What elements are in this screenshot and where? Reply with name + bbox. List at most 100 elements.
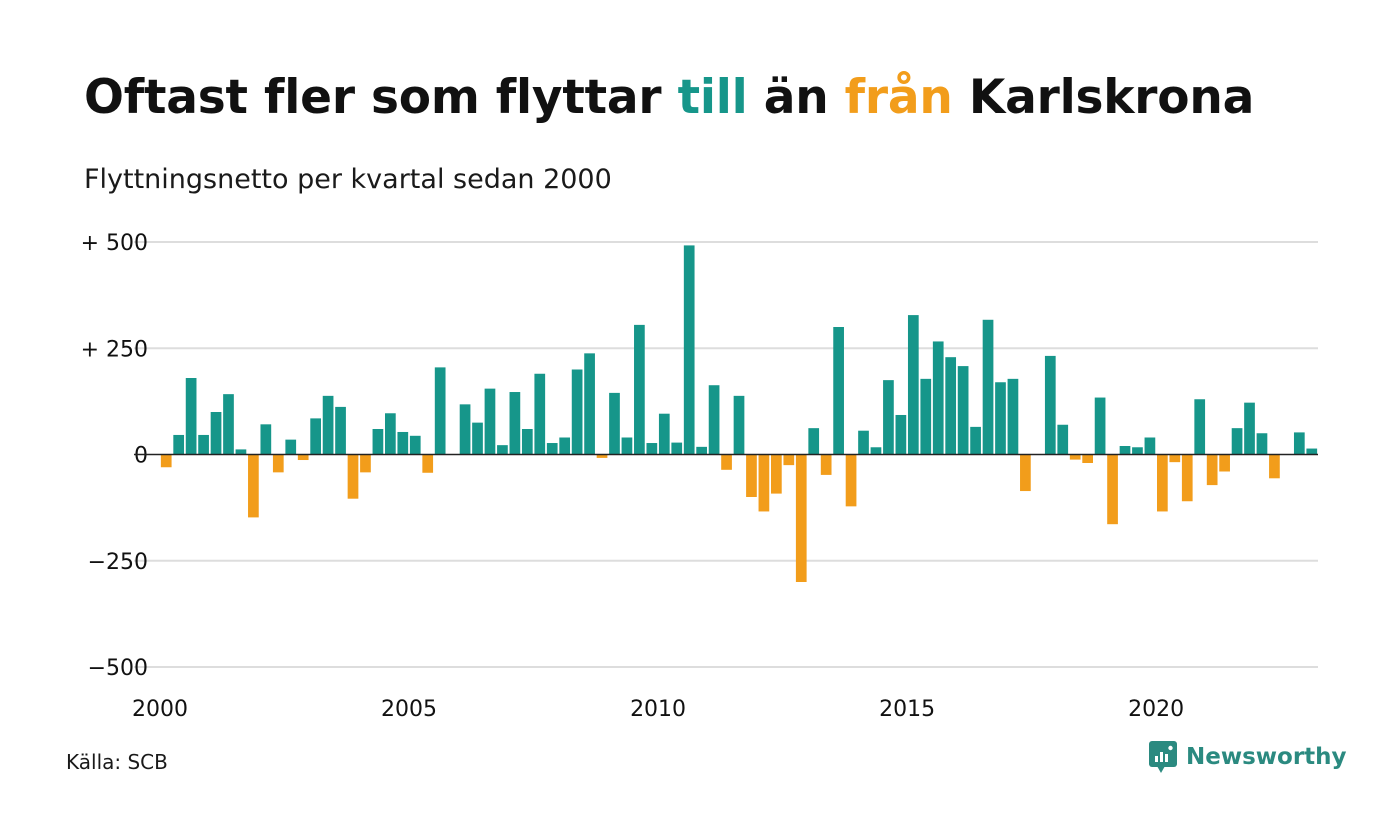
bar-2005-q2	[422, 454, 434, 473]
bar-2012-q4	[795, 454, 807, 582]
bar-2019-q1	[1107, 454, 1118, 525]
title-part-3: Karlskrona	[952, 70, 1255, 125]
chart-subtitle: Flyttningsnetto per kvartal sedan 2000	[84, 164, 612, 195]
bar-2023-q1	[1306, 448, 1318, 455]
bar-2022-q2	[1269, 454, 1280, 479]
y-tick-label: −250	[88, 550, 148, 575]
bar-2017-q4	[1044, 355, 1056, 455]
bar-2014-q4	[895, 414, 907, 455]
title-part-2: än	[747, 70, 845, 125]
newsworthy-logo-icon	[1149, 741, 1177, 773]
bar-2008-q4	[596, 454, 608, 458]
bar-2009-q2	[621, 437, 633, 455]
bar-2021-q2	[1219, 454, 1230, 472]
bar-2019-q2	[1119, 446, 1131, 455]
x-axis-tick-labels: 2000 2005 2010 2015 2020	[132, 697, 1184, 722]
bar-2016-q1	[957, 366, 969, 455]
y-axis-tick-labels: + 500 + 250 0 −250 −500	[81, 231, 148, 681]
bar-2021-q4	[1244, 402, 1255, 455]
bar-2002-q4	[297, 454, 309, 461]
bar-2021-q1	[1206, 454, 1218, 486]
bar-2006-q2	[472, 422, 483, 455]
bar-2019-q3	[1132, 447, 1143, 455]
bar-2016-q3	[982, 319, 994, 455]
bar-2017-q1	[1007, 378, 1019, 455]
x-tick-label: 2000	[132, 697, 188, 722]
bar-2014-q2	[870, 447, 882, 455]
bar-2015-q2	[920, 378, 932, 455]
source-note: Källa: SCB	[66, 750, 168, 774]
y-tick-label: 0	[134, 444, 148, 469]
bar-2011-q1	[708, 385, 720, 455]
bar-2011-q3	[733, 395, 745, 455]
bar-2001-q2	[223, 394, 234, 455]
x-tick-label: 2015	[879, 697, 935, 722]
bar-2018-q3	[1082, 454, 1093, 463]
bar-2020-q2	[1169, 454, 1181, 463]
bar-2020-q3	[1181, 454, 1193, 502]
bar-2010-q3	[683, 245, 695, 455]
title-highlight-fran: från	[844, 70, 953, 125]
bar-2000-q4	[198, 434, 209, 455]
bar-2005-q1	[409, 435, 421, 455]
bar-2018-q1	[1057, 424, 1069, 455]
bar-2002-q1	[260, 424, 272, 455]
bar-2008-q1	[559, 437, 571, 455]
bar-2020-q4	[1194, 399, 1206, 455]
y-tick-label: −500	[88, 656, 148, 681]
bar-2020-q1	[1157, 454, 1168, 512]
bar-2008-q2	[571, 369, 583, 455]
bar-2015-q3	[932, 341, 944, 455]
bar-2006-q4	[497, 445, 508, 455]
title-highlight-till: till	[677, 70, 748, 125]
bar-2022-q1	[1256, 433, 1268, 455]
bar-2000-q3	[185, 378, 197, 455]
bar-2008-q3	[584, 353, 595, 455]
bar-2004-q2	[372, 429, 384, 455]
bar-2014-q1	[858, 430, 869, 455]
y-tick-label: + 250	[81, 337, 148, 362]
bar-2002-q3	[285, 439, 297, 455]
bar-2004-q3	[385, 413, 396, 455]
bar-2002-q2	[272, 454, 284, 473]
bar-2021-q3	[1231, 428, 1243, 455]
bar-2016-q2	[970, 426, 981, 455]
bar-2003-q1	[310, 418, 321, 455]
x-tick-label: 2010	[630, 697, 686, 722]
bar-2007-q4	[546, 443, 558, 455]
bar-2007-q3	[534, 373, 546, 455]
bar-2016-q4	[995, 382, 1006, 455]
bar-2015-q4	[945, 357, 957, 455]
bar-2000-q2	[173, 434, 185, 455]
chart-title: Oftast fler som flyttar till än från Kar…	[84, 70, 1254, 125]
bar-2011-q2	[721, 454, 732, 470]
bar-2003-q3	[335, 406, 346, 455]
bar-2003-q2	[322, 395, 334, 455]
grid-lines	[134, 241, 1318, 668]
bar-2006-q1	[459, 404, 471, 455]
bar-2003-q4	[347, 454, 359, 499]
bar-2012-q1	[758, 454, 770, 512]
bar-2006-q3	[484, 388, 496, 455]
bar-2010-q1	[658, 413, 670, 455]
y-tick-label: + 500	[81, 231, 148, 256]
bars	[160, 245, 1318, 582]
title-part-1: Oftast fler som flyttar	[84, 70, 678, 125]
bar-2013-q2	[820, 454, 832, 475]
brand-logo: Newsworthy	[1148, 740, 1347, 774]
bar-2022-q4	[1293, 432, 1305, 455]
bar-2009-q3	[634, 324, 645, 455]
bar-2019-q4	[1144, 437, 1156, 455]
bar-2011-q4	[746, 454, 757, 497]
bar-2012-q2	[771, 454, 782, 494]
brand-name: Newsworthy	[1186, 744, 1347, 770]
bar-2007-q2	[521, 429, 533, 455]
bar-2015-q1	[907, 315, 919, 455]
bar-2007-q1	[509, 392, 521, 455]
bar-2013-q4	[845, 454, 857, 507]
bar-2013-q1	[808, 428, 820, 455]
bar-2010-q4	[696, 446, 707, 455]
bar-2001-q1	[210, 412, 222, 455]
bar-2018-q4	[1094, 397, 1106, 455]
x-tick-label: 2005	[381, 697, 437, 722]
